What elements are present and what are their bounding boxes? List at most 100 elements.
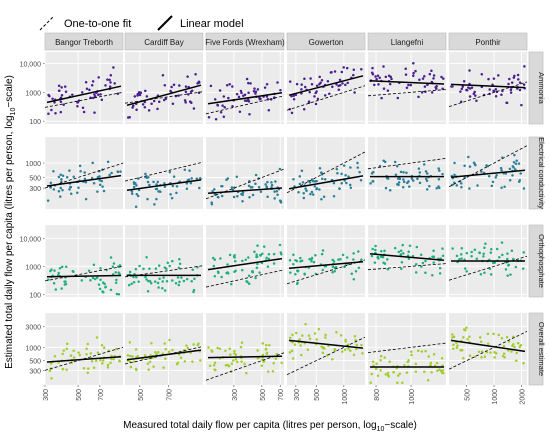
data-point [441,172,444,176]
data-point [110,354,113,358]
data-point [48,369,52,373]
data-point [83,171,86,174]
data-point [460,87,464,91]
data-point [49,181,53,185]
data-point [54,288,58,291]
data-point [513,153,516,157]
data-point [411,254,415,258]
linear-model-line [46,274,122,278]
data-point [466,338,469,341]
data-point [161,73,165,77]
one-to-one-line [44,91,124,108]
data-point [292,253,295,256]
one-to-one-line [44,162,124,189]
data-point [184,85,188,88]
data-point [441,364,444,367]
data-point [324,336,327,339]
data-point [487,174,491,178]
data-point [451,85,454,88]
data-point [426,378,430,382]
panel-background [125,225,203,297]
data-point [292,94,295,97]
data-point [397,250,401,254]
data-point [166,261,170,265]
data-point [315,179,318,183]
data-point [69,192,73,195]
data-point [475,99,478,102]
data-point [502,344,506,348]
data-point [378,164,382,168]
data-point [353,334,357,338]
data-point [100,98,104,102]
column-strip-label: Five Fords (Wrexham) [205,38,285,47]
data-point [273,190,276,193]
data-point [400,260,404,264]
one-to-one-line [124,346,204,365]
y-tick-label: 10,000 [20,236,42,243]
data-point [303,85,307,89]
data-point [451,247,454,250]
data-point [480,73,484,76]
data-point [428,364,432,367]
data-point [508,77,511,81]
data-point [379,368,382,372]
legend-one-to-one-label: One-to-one fit [64,18,131,30]
data-point [423,370,426,374]
data-point [230,362,234,366]
data-point [489,273,493,276]
data-point [295,331,298,335]
data-point [341,350,344,353]
data-point [480,170,483,173]
data-point [331,270,334,274]
data-point [235,92,239,96]
data-point [64,282,68,286]
data-point [106,160,110,164]
data-point [490,247,493,251]
data-point [169,193,172,196]
data-point [505,336,509,339]
data-point [148,360,152,364]
data-point [71,93,74,96]
linear-model-line [46,174,122,187]
data-point [335,83,338,86]
data-point [398,372,402,376]
one-to-one-line [367,263,447,271]
data-point [78,164,82,168]
data-point [98,183,102,186]
data-point [135,184,138,187]
data-point [213,258,217,261]
data-point [455,184,459,187]
data-point [347,175,350,178]
data-point [238,110,242,114]
data-point [253,250,256,254]
data-point [484,242,487,245]
data-point [371,66,374,70]
data-point [171,348,174,352]
data-point [246,280,249,284]
data-point [79,169,82,173]
data-point [155,183,158,186]
data-point [345,256,349,259]
data-point [147,109,151,112]
data-point [314,91,317,95]
data-point [191,360,194,363]
data-point [104,84,107,87]
data-point [442,77,445,80]
data-point [93,111,96,114]
data-point [294,272,297,276]
data-point [401,381,404,385]
data-point [68,169,71,172]
data-point [512,161,516,164]
data-point [279,200,283,203]
data-point [308,337,312,340]
data-point [414,263,418,266]
data-point [289,271,292,274]
data-point [302,196,306,200]
data-point [418,181,422,185]
data-point [432,249,435,252]
data-point [297,190,300,194]
data-point [361,352,364,355]
data-point [255,253,258,256]
data-point [402,252,405,255]
data-point [479,340,483,344]
